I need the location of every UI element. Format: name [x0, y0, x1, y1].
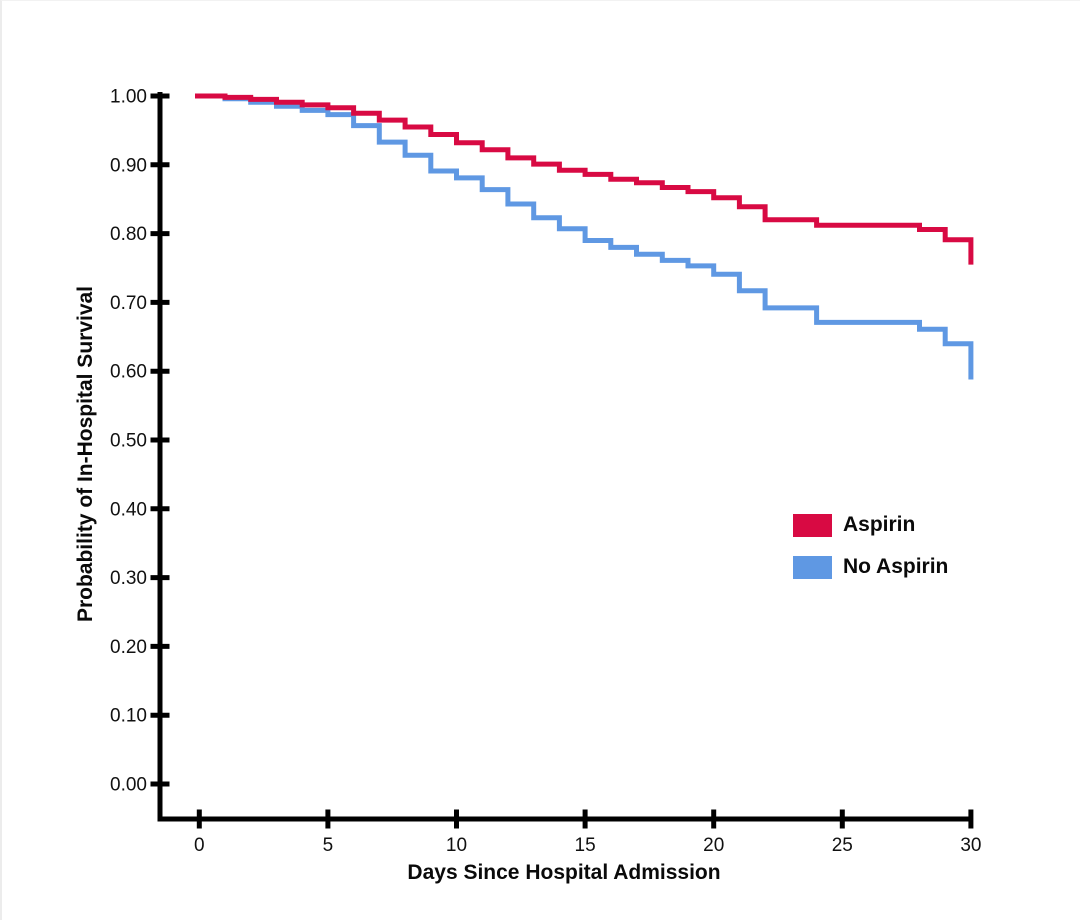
x-tick-label: 25 — [832, 835, 853, 856]
legend-label-aspirin: Aspirin — [843, 513, 916, 536]
y-tick-label: 0.50 — [110, 431, 147, 452]
no-aspirin-survival-curve — [195, 93, 974, 380]
legend-label-no-aspirin: No Aspirin — [843, 555, 949, 578]
no-aspirin-color-swatch — [793, 555, 832, 579]
x-axis-title: Days Since Hospital Admission — [407, 861, 721, 884]
y-tick-label: 0.90 — [110, 155, 147, 176]
y-tick-label: 0.60 — [110, 362, 147, 383]
y-tick-label: 0.10 — [110, 706, 147, 727]
y-tick-label: 0.20 — [110, 637, 147, 658]
y-tick-label: 0.30 — [110, 568, 147, 589]
aspirin-survival-curve — [195, 93, 974, 265]
legend-item-aspirin: Aspirin — [793, 513, 948, 537]
y-tick-label: 1.00 — [110, 87, 147, 108]
y-tick-label: 0.80 — [110, 224, 147, 245]
x-tick-label: 10 — [446, 835, 467, 856]
y-tick-label: 0.00 — [110, 775, 147, 796]
x-tick-label: 15 — [575, 835, 596, 856]
y-tick-label: 0.70 — [110, 293, 147, 314]
aspirin-color-swatch — [793, 513, 832, 537]
legend-item-no-aspirin: No Aspirin — [793, 555, 948, 579]
y-axis-title: Probability of In-Hospital Survival — [74, 285, 97, 623]
x-tick-label: 20 — [703, 835, 724, 856]
x-tick-label: 0 — [194, 835, 205, 856]
x-tick-label: 5 — [323, 835, 334, 856]
legend: Aspirin No Aspirin — [793, 513, 948, 597]
y-tick-label: 0.40 — [110, 499, 147, 520]
x-tick-label: 30 — [960, 835, 981, 856]
